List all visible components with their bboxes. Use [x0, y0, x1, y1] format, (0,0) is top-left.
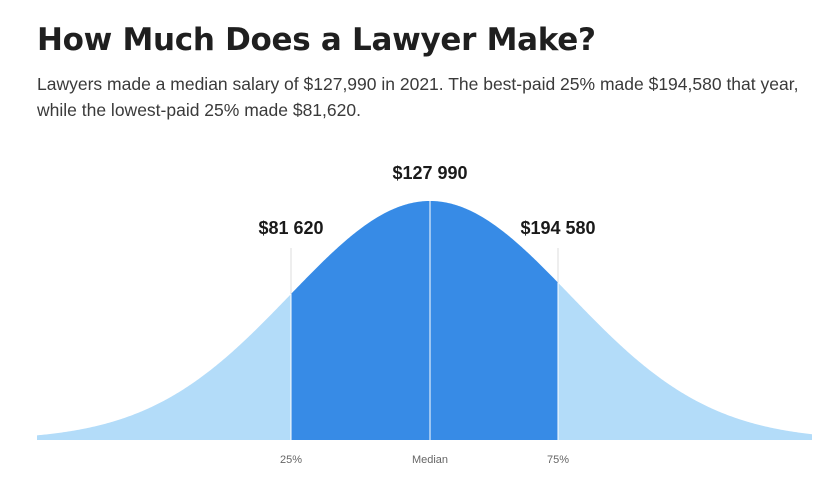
page-title: How Much Does a Lawyer Make?: [37, 22, 596, 58]
value-label-median: $127 990: [392, 163, 467, 183]
tick-label-median: Median: [412, 454, 448, 466]
value-label-p25: $81 620: [258, 218, 323, 238]
curve-middle-area: [291, 201, 558, 440]
tick-label-p75: 75%: [547, 454, 569, 466]
tick-label-p25: 25%: [280, 454, 302, 466]
value-label-p75: $194 580: [520, 218, 595, 238]
page-subtitle: Lawyers made a median salary of $127,990…: [37, 74, 799, 120]
